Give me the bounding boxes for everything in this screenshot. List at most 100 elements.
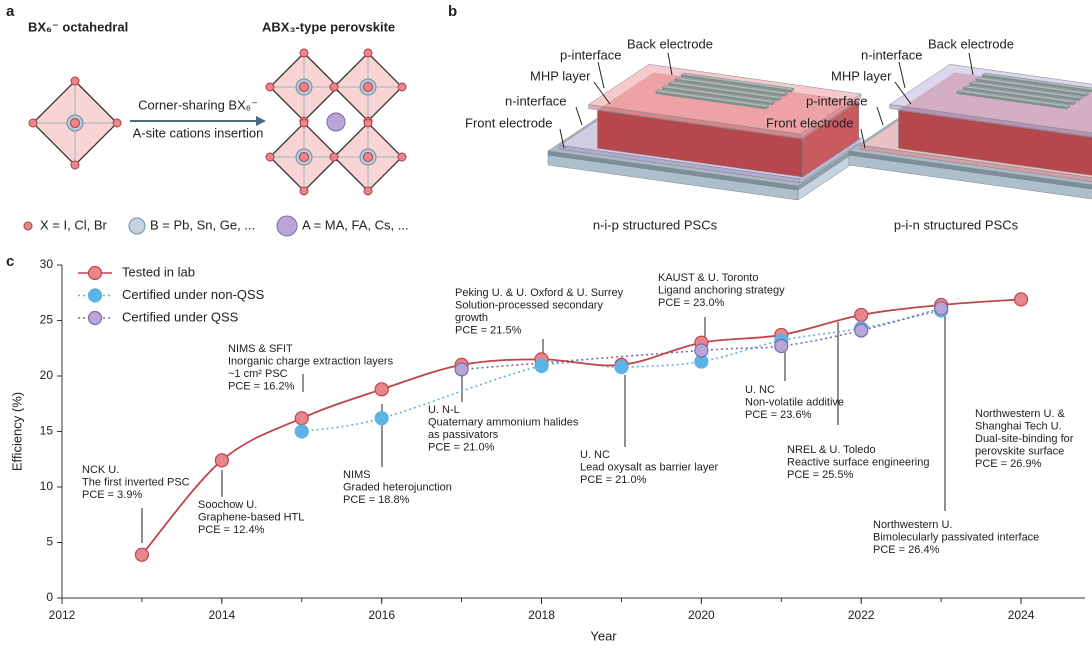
back-electrode xyxy=(956,89,1071,108)
atom xyxy=(28,118,38,128)
y-tick-label: 0 xyxy=(46,590,53,604)
legend-marker xyxy=(87,265,103,281)
annotation: Graded heterojunction xyxy=(343,481,452,493)
x-tick-label: 2022 xyxy=(848,608,875,622)
legend-label: Tested in lab xyxy=(122,264,195,279)
annotation: PCE = 18.8% xyxy=(343,494,410,506)
layer-label: MHP layer xyxy=(831,68,892,83)
atom xyxy=(265,82,275,92)
y-tick-label: 20 xyxy=(40,368,54,382)
annotation: Lead oxysalt as barrier layer xyxy=(580,461,719,473)
layer-label: Front electrode xyxy=(465,115,552,130)
leader-line xyxy=(597,61,605,89)
annotation: Northwestern U. xyxy=(873,519,952,531)
legend-label: A = MA, FA, Cs, ... xyxy=(302,217,409,232)
layer-label: p-interface xyxy=(806,93,867,108)
data-point xyxy=(214,453,229,468)
legend-label: X = I, Cl, Br xyxy=(40,217,107,232)
annotation: Soochow U. xyxy=(198,499,257,511)
annotation: U. N-L xyxy=(428,404,460,416)
arrow-label: Corner-sharing BX₆⁻ xyxy=(138,97,258,112)
leader-line xyxy=(559,128,565,149)
back-electrode xyxy=(975,76,1090,95)
annotation: PCE = 12.4% xyxy=(198,524,265,536)
annotation: Dual-site-binding for xyxy=(975,433,1074,445)
atom xyxy=(112,118,122,128)
annotation: PCE = 3.9% xyxy=(82,489,142,501)
arrowhead xyxy=(256,116,266,126)
layer-label: n-interface xyxy=(861,47,922,62)
panel-label: a xyxy=(6,3,15,20)
layer-label: Back electrode xyxy=(627,36,713,51)
annotation: Shanghai Tech U. xyxy=(975,420,1062,432)
annotation: perovskite surface xyxy=(975,445,1064,457)
atom xyxy=(70,76,80,86)
annotation: PCE = 21.0% xyxy=(580,474,647,486)
data-point xyxy=(454,362,469,377)
annotation: PCE = 21.0% xyxy=(428,441,495,453)
layer-label: MHP layer xyxy=(530,68,591,83)
atom xyxy=(397,82,407,92)
leader-line xyxy=(968,52,974,76)
data-point xyxy=(134,547,150,562)
data-point xyxy=(374,382,389,397)
panel-title: BX₆⁻ octahedral xyxy=(28,19,128,34)
atom xyxy=(299,82,309,92)
annotation: KAUST & U. Toronto xyxy=(658,272,758,284)
atom xyxy=(363,82,373,92)
leader-line xyxy=(667,52,673,76)
leader-line xyxy=(894,81,912,105)
series-line xyxy=(301,309,942,433)
annotation: PCE = 26.4% xyxy=(873,544,940,556)
atom xyxy=(299,186,309,196)
annotation: The first inverted PSC xyxy=(82,476,190,488)
x-tick-label: 2016 xyxy=(368,608,395,622)
annotation: NIMS & SFIT xyxy=(228,343,293,355)
atom xyxy=(23,221,33,231)
back-electrode xyxy=(962,85,1077,104)
y-tick-label: 10 xyxy=(40,479,54,493)
back-electrode xyxy=(661,85,776,104)
y-tick-label: 30 xyxy=(40,257,54,271)
layer-label: p-interface xyxy=(560,47,621,62)
y-tick-label: 15 xyxy=(40,424,54,438)
annotation: PCE = 25.5% xyxy=(787,469,854,481)
atom xyxy=(363,48,373,58)
data-point xyxy=(854,323,869,338)
structure-caption: p-i-n structured PSCs xyxy=(894,217,1019,232)
x-tick-label: 2018 xyxy=(528,608,555,622)
data-point xyxy=(294,424,309,439)
atom xyxy=(128,217,146,235)
diagrams: X = I, Cl, Br B = Pb, Sn, Ge, ... A = MA, … xyxy=(23,36,1092,237)
annotation: NCK U. xyxy=(82,464,119,476)
annotation: growth xyxy=(455,312,488,324)
atom xyxy=(363,152,373,162)
interface-layer xyxy=(889,104,1092,138)
annotation: PCE = 26.9% xyxy=(975,458,1042,470)
x-axis-label: Year xyxy=(590,628,617,643)
atom xyxy=(70,160,80,170)
annotation: as passivators xyxy=(428,429,499,441)
annotation: PCE = 16.2% xyxy=(228,380,295,392)
back-electrode xyxy=(680,72,795,91)
data-point xyxy=(854,307,869,323)
atom xyxy=(70,118,80,128)
legend-label: Certified under non-QSS xyxy=(122,287,265,302)
atom xyxy=(299,118,309,128)
legend-label: Certified under QSS xyxy=(122,309,239,324)
panel-title: ABX₃-type perovskite xyxy=(262,19,395,34)
atom xyxy=(299,152,309,162)
front-electrode xyxy=(848,150,1092,190)
arrow-label: A-site cations insertion xyxy=(133,125,264,140)
annotation: Graphene-based HTL xyxy=(198,511,304,523)
back-electrode xyxy=(674,76,789,95)
substrate xyxy=(848,154,1092,200)
x-tick-label: 2012 xyxy=(49,608,76,622)
x-tick-label: 2020 xyxy=(688,608,715,622)
panel-label: b xyxy=(448,3,457,20)
structure-caption: n-i-p structured PSCs xyxy=(593,217,718,232)
data-point xyxy=(294,411,309,426)
atom xyxy=(363,186,373,196)
y-tick-label: 25 xyxy=(40,313,54,327)
annotation: U. NC xyxy=(580,449,610,461)
